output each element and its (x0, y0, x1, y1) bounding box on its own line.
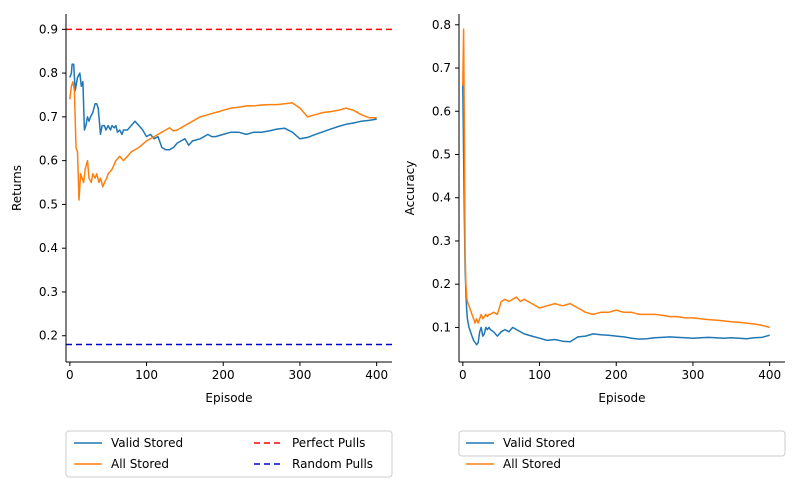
x-tick-label: 300 (288, 368, 311, 382)
legend-frame (65, 430, 393, 478)
y-tick-label: 0.1 (432, 320, 451, 334)
y-tick-label: 0.7 (39, 110, 58, 124)
x-tick-label: 400 (758, 368, 781, 382)
x-tick-label: 400 (365, 368, 388, 382)
series-all-stored-line (69, 81, 377, 201)
legend-label: All Stored (111, 457, 169, 471)
y-tick-label: 0.2 (39, 329, 58, 343)
y-tick-label: 0.5 (432, 147, 451, 161)
legend-label: Valid Stored (111, 436, 183, 450)
legend-label: Valid Stored (503, 436, 575, 450)
y-tick-label: 0.3 (39, 285, 58, 299)
y-tick-label: 0.4 (39, 241, 58, 255)
x-axis-label: Episode (205, 391, 252, 405)
y-tick-label: 0.5 (39, 197, 58, 211)
x-tick-label: 300 (681, 368, 704, 382)
y-tick-label: 0.2 (432, 277, 451, 291)
y-tick-label: 0.4 (432, 191, 451, 205)
y-tick-label: 0.6 (39, 154, 58, 168)
y-tick-label: 0.8 (39, 66, 58, 80)
accuracy-legend: Valid Stored All Stored (458, 430, 786, 471)
y-tick-label: 0.9 (39, 22, 58, 36)
y-axis-label: Returns (10, 165, 24, 211)
x-tick-label: 100 (528, 368, 551, 382)
x-tick-label: 0 (66, 368, 74, 382)
y-tick-label: 0.8 (432, 18, 451, 32)
series-all-stored-line (462, 28, 770, 329)
y-tick-label: 0.6 (432, 104, 451, 118)
x-tick-label: 200 (212, 368, 235, 382)
y-tick-label: 0.3 (432, 234, 451, 248)
x-tick-label: 200 (605, 368, 628, 382)
y-axis-label: Accuracy (403, 161, 417, 216)
returns-panel: 0 100 200 300 400 0.2 0.3 0.4 0.5 0.6 0.7 0.8 0.9 Epi… (10, 14, 392, 405)
legend-label: Perfect Pulls (292, 436, 365, 450)
legend-label: Random Pulls (292, 457, 373, 471)
x-axis-label: Episode (598, 391, 645, 405)
legend-label: All Stored (503, 457, 561, 471)
y-tick-label: 0.7 (432, 61, 451, 75)
returns-legend: Valid Stored All Stored Perfect Pulls Rando… (65, 430, 393, 478)
series-valid-stored-line (69, 63, 377, 151)
series-valid-stored-line (462, 85, 770, 346)
x-tick-label: 0 (459, 368, 467, 382)
accuracy-panel: 0 100 200 300 400 0.1 0.2 0.3 0.4 0.5 0.6 0.7 0.8 Epi… (403, 14, 785, 405)
legend-frame (458, 430, 786, 457)
x-tick-label: 100 (135, 368, 158, 382)
